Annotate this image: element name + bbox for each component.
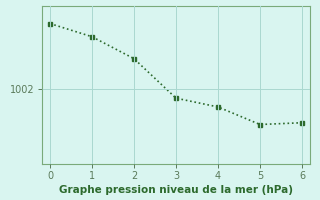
X-axis label: Graphe pression niveau de la mer (hPa): Graphe pression niveau de la mer (hPa): [59, 185, 293, 195]
